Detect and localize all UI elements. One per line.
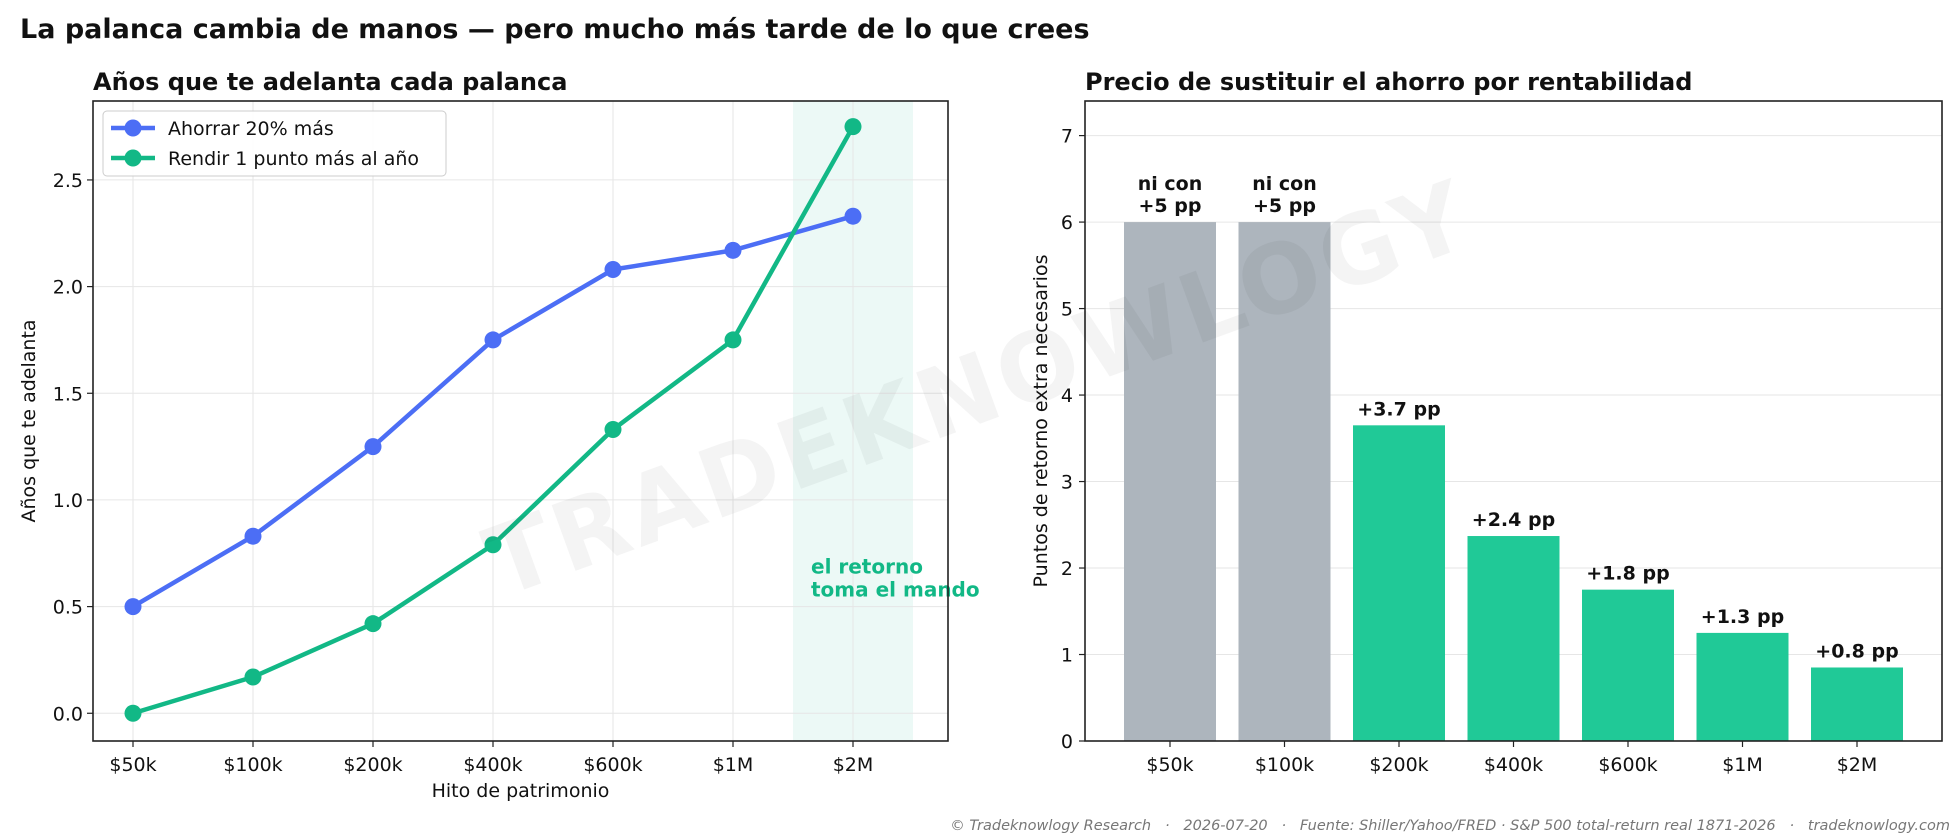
- bar-value-label: +1.3 pp: [1701, 606, 1784, 628]
- legend-marker-rendir: [124, 149, 142, 167]
- y-tick-label: 1: [1061, 645, 1073, 667]
- x-tick-label: $50k: [1146, 754, 1193, 776]
- left-plot-frame: [92, 100, 949, 742]
- x-tick-label: $2M: [833, 754, 874, 776]
- bar-200k: [1353, 425, 1445, 741]
- data-point-ahorrar-20-m-s: [364, 438, 382, 456]
- bar-value-label: +1.8 pp: [1586, 563, 1669, 585]
- x-tick-label: $1M: [713, 754, 754, 776]
- legend-label-ahorrar: Ahorrar 20% más: [168, 118, 334, 140]
- y-tick-label: 2.0: [53, 277, 83, 299]
- bar-value-label: ni con: [1252, 173, 1317, 195]
- y-tick-label: 2.5: [53, 170, 83, 192]
- right-chart-title: Precio de sustituir el ahorro por rentab…: [1085, 68, 1692, 96]
- x-tick-label: $600k: [583, 754, 642, 776]
- bar-100k: [1238, 222, 1331, 742]
- data-point-rendir-1-punto-m-s-al-a-o: [484, 536, 502, 554]
- suptitle: La palanca cambia de manos — pero mucho …: [20, 14, 1090, 45]
- data-point-rendir-1-punto-m-s-al-a-o: [244, 668, 262, 686]
- x-tick-label: $200k: [1369, 754, 1428, 776]
- data-point-rendir-1-punto-m-s-al-a-o: [124, 704, 142, 722]
- legend-marker-ahorrar: [124, 119, 142, 137]
- left-y-axis-label: Años que te adelanta: [18, 319, 40, 522]
- bar-50k: [1124, 222, 1216, 742]
- x-tick-label: $400k: [1484, 754, 1543, 776]
- y-tick-label: 5: [1061, 299, 1073, 321]
- y-tick-label: 7: [1061, 126, 1073, 148]
- annotation-text: el retorno: [811, 554, 923, 578]
- legend-label-rendir: Rendir 1 punto más al año: [168, 148, 419, 170]
- x-tick-label: $200k: [343, 754, 402, 776]
- bar-400k: [1467, 536, 1560, 741]
- y-tick-label: 4: [1061, 385, 1073, 407]
- legend-box: [102, 110, 447, 177]
- y-tick-label: 0: [1061, 731, 1073, 753]
- right-bar-chart: Precio de sustituir el ahorro por rentab…: [1030, 68, 1943, 776]
- data-point-ahorrar-20-m-s: [244, 527, 262, 545]
- bar-value-label: +2.4 pp: [1472, 509, 1555, 531]
- y-tick-label: 3: [1061, 472, 1073, 494]
- x-tick-label: $2M: [1837, 754, 1878, 776]
- footer-credit: © Tradeknowlogy Research · 2026-07-20 · …: [950, 818, 1950, 834]
- x-tick-label: $1M: [1722, 754, 1763, 776]
- data-point-rendir-1-punto-m-s-al-a-o: [364, 615, 382, 633]
- left-legend: Ahorrar 20% más Rendir 1 punto más al añ…: [102, 110, 447, 177]
- left-chart-title: Años que te adelanta cada palanca: [93, 68, 567, 96]
- left-x-axis-label: Hito de patrimonio: [432, 780, 610, 802]
- bar-600k: [1582, 589, 1674, 741]
- bar-value-label: +3.7 pp: [1357, 398, 1440, 420]
- bar-value-label: +5 pp: [1253, 195, 1316, 217]
- annotation-text: toma el mando: [811, 577, 980, 601]
- data-point-rendir-1-punto-m-s-al-a-o: [604, 421, 622, 439]
- x-tick-label: $600k: [1598, 754, 1657, 776]
- bar-value-label: ni con: [1138, 173, 1203, 195]
- data-point-ahorrar-20-m-s: [484, 331, 502, 349]
- y-tick-label: 6: [1061, 212, 1073, 234]
- x-tick-label: $50k: [109, 754, 156, 776]
- y-tick-label: 0.0: [53, 703, 83, 725]
- watermark: TRADEKNOWLOGY: [472, 159, 1486, 620]
- x-tick-label: $100k: [1255, 754, 1314, 776]
- data-point-ahorrar-20-m-s: [844, 207, 862, 225]
- data-point-rendir-1-punto-m-s-al-a-o: [724, 331, 742, 349]
- y-tick-label: 2: [1061, 558, 1073, 580]
- x-tick-label: $400k: [463, 754, 522, 776]
- right-y-axis-label: Puntos de retorno extra necesarios: [1030, 255, 1052, 588]
- y-tick-label: 1.5: [53, 383, 83, 405]
- y-tick-label: 0.5: [53, 597, 83, 619]
- bar-1m: [1696, 632, 1789, 741]
- x-tick-label: $100k: [223, 754, 282, 776]
- bar-value-label: +5 pp: [1139, 195, 1202, 217]
- left-line-chart: Años que te adelanta cada palanca el ret…: [18, 68, 980, 802]
- data-point-rendir-1-punto-m-s-al-a-o: [844, 118, 862, 136]
- data-point-ahorrar-20-m-s: [124, 598, 142, 616]
- bar-2m: [1811, 667, 1903, 741]
- data-point-ahorrar-20-m-s: [724, 241, 742, 259]
- bar-value-label: +0.8 pp: [1815, 640, 1898, 662]
- data-point-ahorrar-20-m-s: [604, 261, 622, 279]
- y-tick-label: 1.0: [53, 490, 83, 512]
